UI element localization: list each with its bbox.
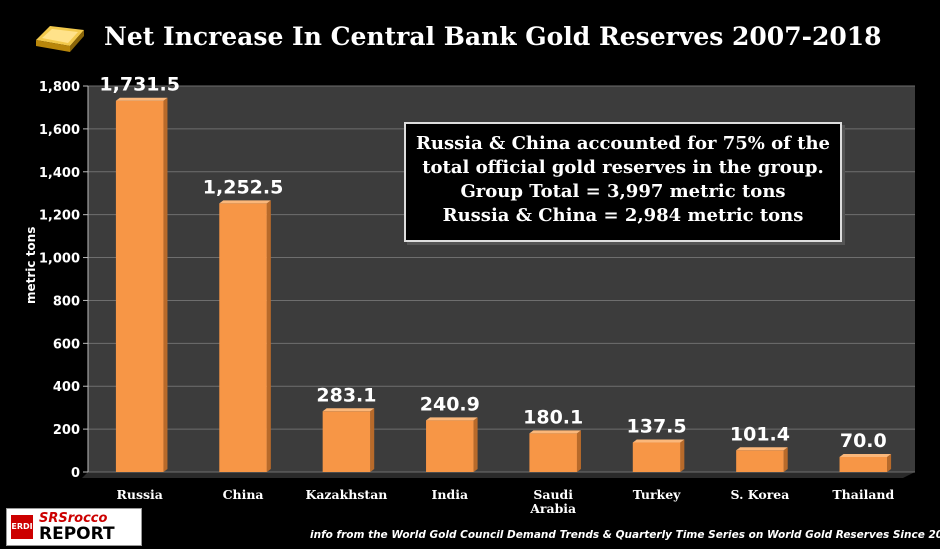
x-tick-label: Kazakhstan <box>305 487 387 502</box>
data-label: 101.4 <box>730 423 790 445</box>
data-label: 283.1 <box>316 384 376 406</box>
x-tick-label: S. Korea <box>731 487 790 502</box>
y-tick-label: 800 <box>53 294 80 309</box>
x-tick-label: China <box>223 487 264 502</box>
y-tick-label: 1,000 <box>39 252 80 267</box>
bar-top <box>426 417 478 421</box>
logo-text-bottom: REPORT <box>39 524 115 544</box>
data-label: 70.0 <box>840 430 887 452</box>
bar-side <box>370 408 375 472</box>
bar <box>839 456 888 472</box>
bar-top <box>115 97 168 101</box>
y-tick-label: 200 <box>53 423 80 438</box>
bar-top <box>219 200 271 204</box>
bar <box>426 420 474 472</box>
bar-top <box>736 447 788 451</box>
bar-top <box>529 430 581 434</box>
x-tick-label: Saudi Arabia <box>529 487 576 516</box>
y-tick-label: 400 <box>53 380 80 395</box>
y-tick-label: 0 <box>71 466 80 481</box>
x-tick-label: Thailand <box>832 487 894 502</box>
bar <box>219 203 267 473</box>
y-tick-label: 1,400 <box>39 166 80 181</box>
bar-top <box>632 439 685 443</box>
annotation-line: Group Total = 3,997 metric tons <box>460 181 786 202</box>
bar <box>736 450 784 472</box>
annotation-line: Russia & China accounted for 75% of the <box>415 133 831 154</box>
y-tick-label: 1,800 <box>39 80 80 95</box>
bar-side <box>473 417 478 472</box>
y-tick-label: 1,600 <box>39 123 80 138</box>
plot-floor <box>82 472 915 478</box>
gold-bar-icon <box>30 16 90 60</box>
x-tick-label: Russia <box>116 487 162 502</box>
x-tick-label: India <box>432 487 469 502</box>
bar <box>322 411 371 472</box>
y-tick-label: 600 <box>53 337 80 352</box>
chart-title: Net Increase In Central Bank Gold Reserv… <box>104 22 882 51</box>
data-label: 1,731.5 <box>99 74 180 96</box>
bar-side <box>887 453 892 472</box>
bar-top <box>839 453 892 457</box>
data-label: 1,252.5 <box>203 176 284 198</box>
logo-text-top: SRSrocco <box>39 511 108 526</box>
bar <box>529 433 577 472</box>
bar-side <box>266 200 271 473</box>
bar-side <box>783 447 788 472</box>
data-label: 137.5 <box>627 416 687 438</box>
x-tick-label: Turkey <box>633 487 681 502</box>
bar-side <box>163 97 168 472</box>
annotation-line: Russia & China = 2,984 metric tons <box>442 205 804 226</box>
logo-badge: ERDI <box>11 515 33 539</box>
data-label: 180.1 <box>523 406 583 428</box>
y-tick-label: 1,200 <box>39 209 80 224</box>
srsrocco-logo: ERDI SRSrocco REPORT <box>6 508 142 546</box>
annotation-line: total official gold reserves in the grou… <box>422 157 824 178</box>
source-note: info from the World Gold Council Demand … <box>310 529 940 541</box>
bar-side <box>680 439 685 472</box>
bar <box>632 442 681 472</box>
bar-top <box>322 408 375 412</box>
bar <box>115 100 164 472</box>
data-label: 240.9 <box>420 393 480 415</box>
bar-side <box>576 430 581 472</box>
annotation-box: Russia & China accounted for 75% of the … <box>404 122 842 242</box>
